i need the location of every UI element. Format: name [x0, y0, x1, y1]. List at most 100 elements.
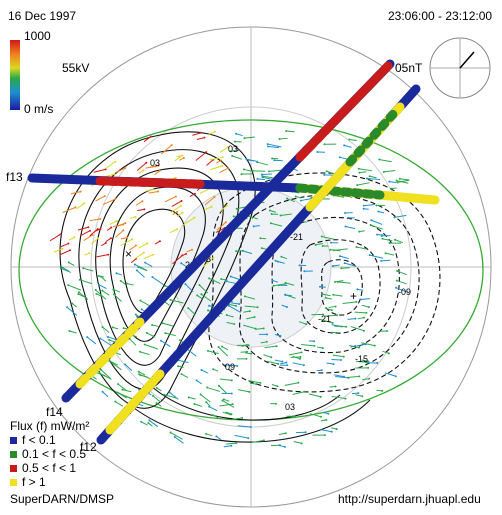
vector-origin — [187, 307, 190, 310]
vector-origin — [137, 266, 140, 269]
vector-origin — [377, 210, 380, 213]
vector-origin — [134, 244, 137, 247]
vector — [109, 220, 118, 225]
vector-origin — [363, 316, 366, 319]
vector-origin — [362, 204, 365, 207]
vector-origin — [83, 202, 86, 205]
vector-origin — [168, 391, 171, 394]
vector — [143, 254, 154, 260]
vector-origin — [354, 317, 357, 320]
vector — [379, 159, 392, 163]
vector — [171, 200, 182, 207]
vector-origin — [124, 167, 127, 170]
vector — [397, 179, 410, 183]
vector — [278, 432, 286, 436]
vector-origin — [141, 200, 144, 203]
vector — [117, 383, 128, 392]
vector-origin — [275, 345, 278, 348]
vector — [222, 400, 235, 408]
vector — [139, 351, 150, 356]
vector-origin — [222, 398, 225, 401]
vector-origin — [213, 196, 216, 199]
vector — [60, 267, 72, 273]
vector-origin — [231, 154, 234, 157]
vector-origin — [271, 279, 274, 282]
vector — [204, 206, 212, 211]
contour-label: -21 — [318, 314, 331, 324]
vector-origin — [225, 204, 228, 207]
vector-origin — [340, 267, 343, 270]
vector — [136, 162, 147, 171]
vector-origin — [109, 237, 112, 240]
vector — [151, 324, 160, 327]
vector-origin — [99, 218, 102, 221]
vector-origin — [398, 177, 401, 180]
vector — [219, 378, 232, 381]
vector-origin — [232, 215, 235, 218]
vector-origin — [395, 279, 398, 282]
vector-origin — [124, 222, 127, 225]
vector — [286, 130, 295, 133]
vector-origin — [236, 364, 239, 367]
vector-origin — [274, 402, 277, 405]
legend-title: Flux (f) mW/m² — [10, 419, 89, 433]
vector-origin — [355, 246, 358, 249]
vector — [345, 225, 356, 230]
vector-origin — [335, 331, 338, 334]
vector-origin — [61, 266, 64, 269]
vector-origin — [208, 277, 211, 280]
vector-origin — [299, 356, 302, 359]
vector-origin — [388, 242, 391, 245]
vector-origin — [313, 340, 316, 343]
vector-origin — [211, 414, 214, 417]
vector-origin — [347, 216, 350, 219]
vector-origin — [235, 132, 238, 135]
vector — [366, 177, 381, 180]
vector — [117, 392, 127, 399]
vector — [76, 202, 85, 210]
vector — [354, 311, 367, 314]
vector-origin — [98, 372, 101, 375]
vector-origin — [229, 275, 232, 278]
vector-origin — [269, 222, 272, 225]
vector-origin — [248, 310, 251, 313]
vector — [126, 283, 134, 286]
vector — [186, 348, 197, 357]
vector — [244, 352, 252, 355]
vector-origin — [152, 253, 155, 256]
vector — [160, 340, 171, 348]
vector — [394, 214, 407, 218]
vector — [359, 171, 367, 174]
vector-origin — [300, 442, 303, 445]
vector — [333, 325, 347, 328]
vector — [62, 206, 76, 214]
vector — [262, 176, 274, 181]
vector — [145, 189, 153, 192]
vector — [219, 167, 229, 174]
vector-origin — [376, 362, 379, 365]
vector — [285, 282, 295, 286]
vector-origin — [112, 293, 115, 296]
vector — [235, 133, 243, 137]
vector — [207, 131, 216, 136]
vector-origin — [208, 304, 211, 307]
vector — [263, 354, 272, 358]
vector — [230, 149, 240, 152]
vector — [218, 346, 229, 357]
vector — [185, 283, 194, 293]
vector-origin — [387, 352, 390, 355]
vector — [349, 344, 360, 349]
vector-origin — [178, 339, 181, 342]
vector — [257, 178, 265, 181]
vector-origin — [378, 158, 381, 161]
contour-label: -21 — [290, 232, 303, 242]
vector — [337, 281, 351, 284]
vector — [144, 344, 158, 350]
vector-origin — [139, 299, 142, 302]
vector-origin — [77, 291, 80, 294]
vector-origin — [143, 208, 146, 211]
vector-origin — [124, 363, 127, 366]
vector — [225, 411, 232, 415]
vector — [192, 132, 202, 136]
